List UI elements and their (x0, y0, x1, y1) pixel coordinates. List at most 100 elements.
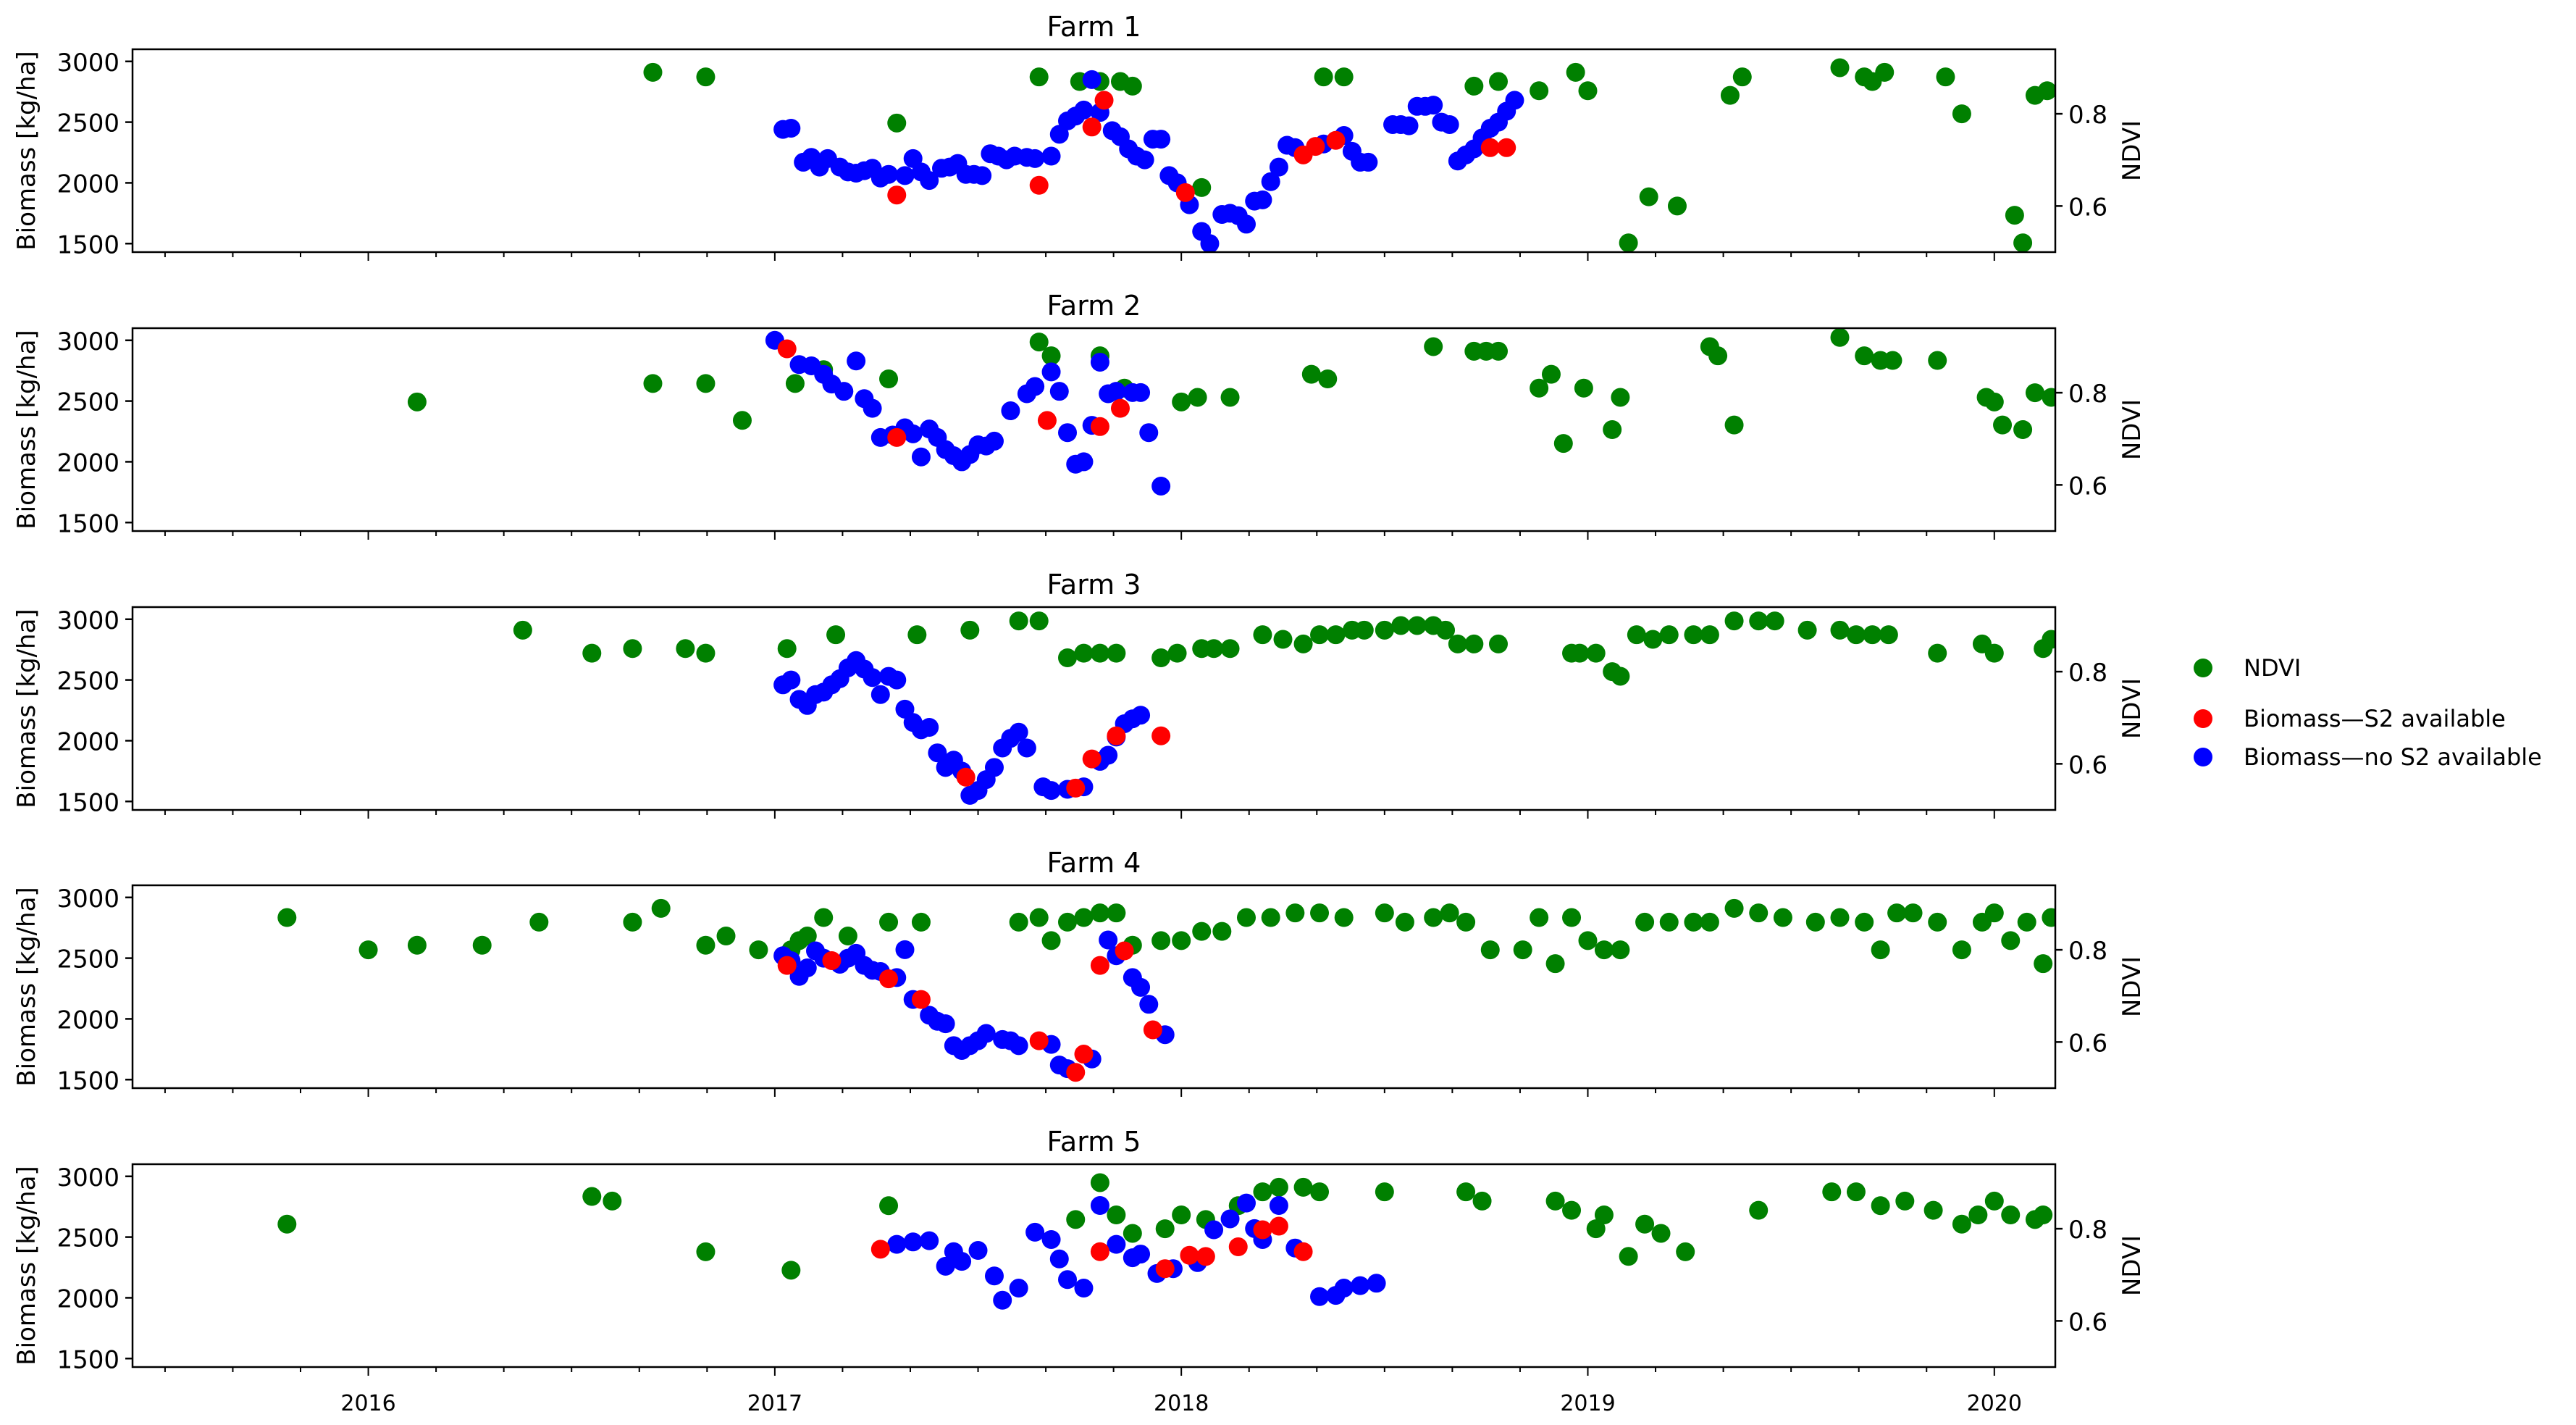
x-tick-label: 2018 (1154, 1391, 1209, 1416)
ndvi-point (1830, 58, 1850, 78)
biomass-s2-point (1029, 175, 1049, 195)
ndvi-point (1855, 912, 1874, 932)
biomass-s2-point (1090, 1242, 1109, 1261)
ndvi-point (1151, 931, 1171, 950)
biomass-no-s2-point (1058, 423, 1078, 443)
ndvi-point (814, 908, 834, 927)
ndvi-point (1188, 388, 1207, 407)
biomass-no-s2-point (1253, 190, 1272, 209)
legend-entry: Biomass—no S2 available (2194, 743, 2542, 771)
data-points (407, 328, 2055, 496)
ndvi-point (1984, 903, 2004, 923)
biomass-no-s2-point (936, 1256, 955, 1276)
x-tick-label: 2017 (747, 1391, 802, 1416)
legend-marker (2194, 659, 2212, 677)
ndvi-point (879, 912, 899, 932)
ndvi-point (887, 113, 907, 133)
legend-label: Biomass—S2 available (2244, 705, 2506, 732)
ndvi-point (838, 927, 857, 945)
ndvi-point (1566, 62, 1585, 82)
ndvi-point (749, 940, 768, 960)
ndvi-point (1797, 620, 1817, 640)
biomass-no-s2-point (1099, 930, 1118, 950)
ndvi-point (1041, 346, 1061, 366)
biomass-no-s2-point (1236, 214, 1256, 234)
right-axis-label: NDVI (2118, 120, 2147, 181)
ndvi-point (1667, 196, 1687, 216)
panel-frame (131, 884, 2057, 1090)
ndvi-point (2042, 388, 2055, 407)
ndvi-point (696, 374, 716, 393)
ndvi-point (529, 912, 549, 932)
biomass-s2-point (1082, 749, 1102, 769)
ndvi-point (1936, 67, 1955, 87)
left-tick-label: 2000 (56, 448, 119, 477)
ndvi-point (1984, 643, 2004, 663)
panel-title: Farm 4 (1047, 847, 1141, 879)
ndvi-point (1107, 1205, 1126, 1224)
ndvi-point (1749, 611, 1769, 631)
ndvi-point (1440, 903, 1459, 923)
left-axis-label: Biomass [kg/ha] (12, 1166, 41, 1365)
biomass-no-s2-point (911, 447, 931, 467)
ndvi-point (1570, 643, 1590, 663)
ndvi-point (1375, 1182, 1394, 1202)
ndvi-point (716, 927, 736, 945)
ndvi-point (1395, 912, 1414, 932)
ndvi-point (1822, 1182, 1842, 1202)
ndvi-point (1530, 81, 1549, 101)
ndvi-point (676, 639, 695, 659)
biomass-no-s2-point (1025, 149, 1045, 168)
biomass-no-s2-point (1009, 1036, 1028, 1056)
ndvi-point (1619, 233, 1638, 252)
ndvi-point (1928, 912, 1947, 932)
panel-title: Farm 1 (1047, 11, 1141, 43)
ndvi-point (623, 639, 642, 659)
biomass-no-s2-point (1074, 452, 1094, 472)
ndvi-point (1009, 611, 1028, 631)
right-axis-label: NDVI (2118, 678, 2147, 739)
biomass-no-s2-point (1334, 1279, 1354, 1298)
ndvi-point (1192, 922, 1212, 941)
left-tick-label: 3000 (56, 885, 119, 914)
biomass-no-s2-point (870, 685, 890, 704)
ndvi-point (651, 898, 671, 918)
farm-panel-3: Farm 3 1500 2000 2500 3000 0.6 0.8 Biomass [kg/… (12, 569, 2147, 819)
ndvi-point (1489, 341, 1509, 361)
ndvi-point (1676, 1242, 1695, 1261)
right-tick-label: 0.6 (2068, 1029, 2107, 1058)
ndvi-point (2013, 233, 2033, 252)
ndvi-point (2042, 630, 2055, 649)
panel-title: Farm 3 (1047, 569, 1141, 601)
ndvi-point (1489, 72, 1509, 91)
panel-title: Farm 2 (1047, 290, 1141, 322)
right-tick-label: 0.6 (2068, 1308, 2107, 1337)
ndvi-point (1192, 177, 1212, 197)
ndvi-point (1375, 903, 1394, 923)
biomass-no-s2-point (1090, 352, 1109, 372)
biomass-s2-point (1082, 117, 1102, 137)
biomass-no-s2-point (863, 668, 882, 688)
biomass-no-s2-point (976, 1024, 996, 1043)
ndvi-point (623, 912, 642, 932)
biomass-s2-point (887, 185, 907, 205)
biomass-s2-point (777, 956, 797, 975)
ndvi-point (1090, 643, 1109, 663)
biomass-no-s2-point (1090, 1196, 1109, 1216)
ndvi-point (1424, 337, 1443, 356)
biomass-no-s2-point (1200, 234, 1220, 252)
biomass-s2-point (1094, 91, 1114, 110)
biomass-no-s2-point (1058, 1270, 1078, 1290)
ndvi-point (643, 62, 663, 82)
ndvi-point (1480, 940, 1500, 960)
ndvi-point (1578, 931, 1598, 950)
ndvi-point (1123, 1224, 1142, 1243)
right-tick-label: 0.6 (2068, 751, 2107, 780)
farm-panel-1: Farm 1 1500 2000 2500 3000 0.6 0.8 Biomass [kg/… (12, 11, 2147, 261)
panel-frame (131, 327, 2057, 532)
ndvi-point (2025, 383, 2044, 403)
ndvi-point (1464, 634, 1484, 653)
ndvi-point (1293, 634, 1313, 653)
ndvi-point (1765, 611, 1784, 631)
